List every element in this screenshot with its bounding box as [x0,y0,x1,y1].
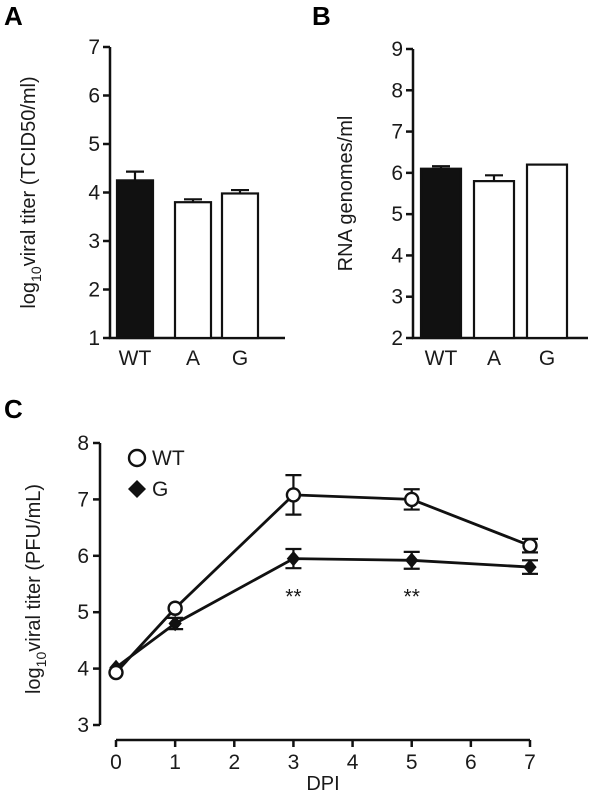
panel-a-y-tick-label: 1 [88,327,100,350]
series-g-point [405,552,419,569]
panel-b-y-label: RNA genomes/ml [335,116,357,272]
panel-a-bar-a [173,201,213,340]
series-wt-point [522,537,538,554]
panel-b-y-label-text: RNA genomes/ml [335,116,357,272]
panel-c-y-tick-label: 5 [77,601,89,624]
series-wt-point [167,600,183,616]
panel-c-y-tick-label: 6 [77,545,89,568]
panel-b-y-tick-label: 3 [391,286,403,309]
panel-a-bar-wt [115,179,155,340]
series-wt-point [108,664,124,681]
panel-c-y-tick-label: 4 [77,658,89,681]
significance-marker: ** [285,586,301,609]
panel-a-y-tick-label: 5 [88,133,100,156]
panel-a-y-tick-label: 3 [88,230,100,253]
panel-c-x-tick-label: 7 [524,751,536,774]
series-g-point [286,550,301,567]
panel-b-bar-wt [419,167,463,340]
panel-a-y-tick-label: 4 [88,182,100,205]
panel-c-x-tick-label: 4 [347,751,359,774]
panel-a-x-tick-label-wt: WT [119,347,152,370]
panel-a-y-tick-label: 6 [88,85,100,108]
panel-b-y-tick-label: 2 [391,327,403,350]
series-wt-point [285,487,302,503]
panel-b-y-tick-label: 6 [391,162,403,185]
panel-a-x-tick-label-a: A [186,347,200,370]
panel-b-bar-a [472,180,516,340]
legend-label-wt: WT [152,447,185,470]
series-wt-line [114,493,531,674]
panel-c-x-tick-label: 5 [406,751,418,774]
panel-b-y-tick-label: 5 [391,203,403,226]
panel-c-x-tick-label: 6 [465,751,477,774]
panel-b-y-tick-label: 8 [391,79,403,102]
panel-b-x-tick-label-wt: WT [425,347,458,370]
panel-b-y-tick-label: 9 [391,38,403,61]
panel-b-bar-g [525,163,569,340]
legend-marker-wt [127,448,147,468]
panel-c-y-tick-label: 7 [77,488,89,511]
panel-a-x-tick-label-g: G [232,347,248,370]
panel-b-y-tick-label: 7 [391,121,403,144]
series-g-point [523,559,537,575]
panel-c-y-label: log10viral titer (PFU/mL) [23,484,49,694]
panel-c-x-tick-label: 2 [228,751,240,774]
panel-c-y-label-text: log10viral titer (PFU/mL) [23,484,49,694]
panel-b-y-tick-label: 4 [391,244,403,267]
panel-c-label: C [4,394,23,424]
panel-b-x-tick-label-a: A [487,347,501,370]
panel-a-bar-g [220,192,260,340]
panel-c-x-tick-label: 0 [110,751,122,774]
panel-c-x-tick-label: 3 [288,751,300,774]
panel-c-y-tick-label: 8 [77,432,89,455]
legend-marker-g [128,480,146,498]
panel-b-x-tick-label-g: G [539,347,555,370]
panel-b-label: B [312,1,331,31]
panel-c-y-tick-label: 3 [77,714,89,737]
significance-marker: ** [404,586,420,609]
panel-a-y-label-text: log10viral titer (TCID50/ml) [18,76,44,308]
legend-label-g: G [152,478,168,501]
panel-c-x-tick-label: 1 [169,751,181,774]
panel-a-y-label: log10viral titer (TCID50/ml) [18,76,44,308]
panel-a-y-tick-label: 7 [88,36,100,59]
series-g-point [168,615,182,632]
panel-a-y-tick-label: 2 [88,279,100,302]
panel-a-label: A [4,1,23,31]
panel-c-x-label: DPI [306,773,339,795]
series-wt-point [404,491,420,508]
